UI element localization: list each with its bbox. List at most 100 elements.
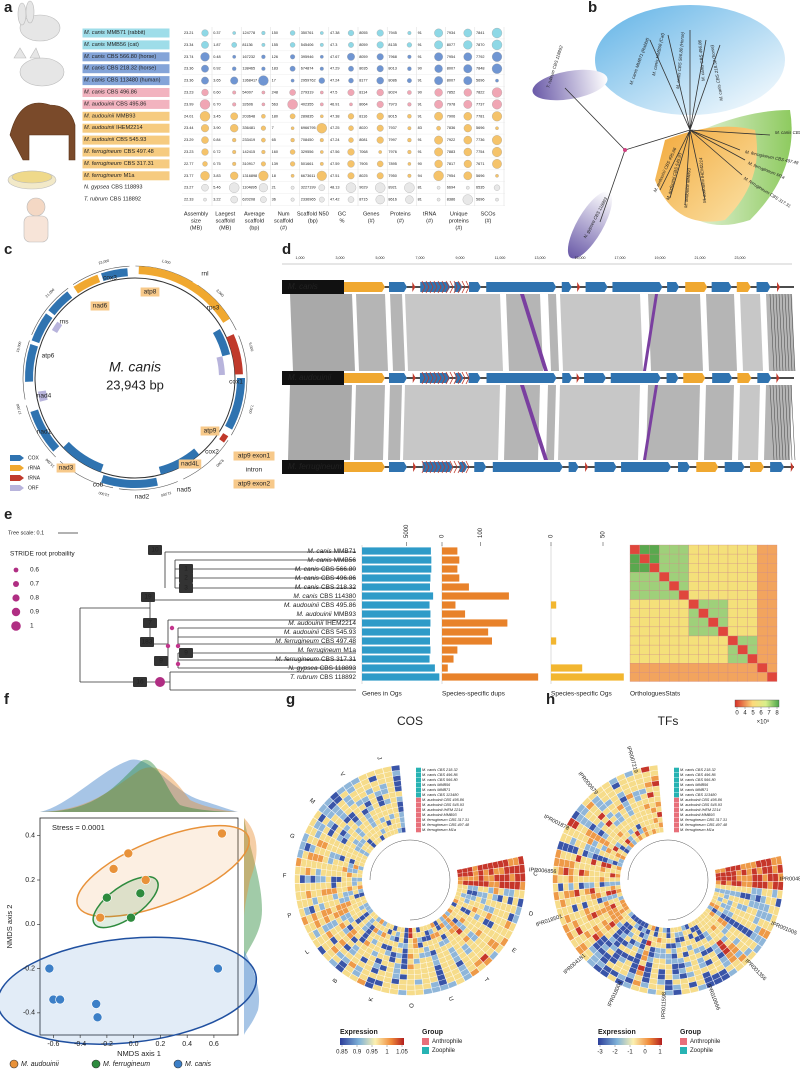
heat-cell: [682, 951, 689, 958]
gene-arrow: [683, 373, 706, 383]
heat-cell: [616, 803, 625, 812]
heat-cell: [433, 920, 439, 927]
cell-dot: [200, 52, 210, 62]
heat-cell: [640, 981, 649, 989]
heat-cell: [375, 922, 382, 930]
cell-dot: [463, 40, 473, 50]
heat-cell: [580, 826, 589, 835]
legend-label: rRNA: [28, 465, 41, 471]
heat-cell: [578, 869, 585, 876]
heat-cell: [503, 866, 510, 874]
heat-cell: [396, 947, 403, 954]
heat-cell: [559, 916, 567, 926]
point: [92, 1012, 103, 1023]
heat-cell: [467, 871, 474, 877]
heat-cell: [708, 544, 719, 555]
heat-cell: [726, 881, 732, 886]
cell-value: 7978: [447, 102, 455, 106]
heat-cell: [777, 881, 784, 891]
heat-cell: [678, 962, 686, 969]
cell-value: 47.42: [330, 198, 340, 202]
heat-cell: [634, 952, 642, 960]
heat-cell: [659, 617, 670, 628]
heat-cell: [459, 896, 466, 903]
heat-cell: [777, 864, 783, 873]
group-swatch: [416, 812, 421, 818]
node-label: 10: [151, 547, 159, 554]
gene-label: nad1: [37, 429, 52, 436]
heat-cell: [440, 945, 448, 952]
heat-cell: [372, 927, 379, 934]
heat-cell: [489, 950, 499, 960]
heat-cell: [464, 908, 471, 916]
heat-cell: [462, 935, 471, 943]
heat-cell: [396, 952, 403, 959]
cell-value: 7870: [476, 43, 484, 47]
heat-cell: [727, 590, 738, 600]
cell-value: 94: [418, 174, 422, 178]
heat-cell: [470, 926, 479, 934]
heat-cell: [558, 891, 565, 900]
heat-cell: [738, 897, 745, 905]
heat-cell: [362, 834, 370, 842]
heat-cell: [578, 909, 586, 918]
heat-cell: [370, 797, 378, 805]
cell-value: 5696: [476, 174, 484, 178]
heat-cell: [662, 927, 667, 933]
heat-cell: [708, 617, 719, 628]
heat-cell: [652, 936, 658, 943]
cell-dot: [436, 125, 441, 131]
heat-cell: [368, 954, 377, 962]
heat-cell: [412, 927, 417, 933]
heat-cell: [579, 942, 589, 952]
cell-value: 8386: [447, 198, 455, 202]
heat-cell: [688, 572, 699, 582]
heat-cell: [649, 930, 655, 937]
heat-cell: [563, 883, 569, 891]
heat-cell: [727, 663, 738, 673]
heat-cell: [379, 783, 388, 790]
heat-cell: [437, 974, 446, 981]
heat-cell: [563, 825, 571, 835]
heat-cell: [412, 932, 417, 938]
heat-cell: [346, 881, 352, 887]
heat-cell: [431, 938, 438, 945]
cell-value: 620208: [242, 198, 255, 202]
heat-cell: [382, 810, 389, 817]
x-tick-label: 0.0: [129, 1041, 139, 1048]
gene-label: nad4L: [181, 461, 199, 468]
heat-cell: [698, 933, 706, 940]
heat-cell: [334, 933, 342, 942]
bar: [442, 610, 466, 618]
heat-cell: [563, 890, 570, 899]
cell-dot: [492, 147, 502, 157]
heat-cell: [347, 916, 355, 924]
bar: [362, 655, 430, 663]
cell-dot: [230, 112, 239, 121]
sector-label: J: [375, 756, 382, 760]
node-dot: [155, 677, 165, 687]
cell-value: 90: [418, 162, 422, 166]
cell-dot: [347, 113, 355, 120]
heat-cell: [395, 817, 401, 824]
node-box: [133, 677, 147, 687]
heat-cell: [357, 960, 366, 969]
heat-cell: [625, 908, 632, 915]
heat-cell: [300, 875, 305, 883]
heat-cell: [659, 572, 670, 582]
heat-cell: [715, 880, 721, 885]
heat-cell: [639, 581, 650, 591]
heat-cell: [447, 934, 455, 942]
heat-cell: [775, 898, 782, 908]
heat-cell: [724, 889, 731, 895]
heat-cell: [495, 901, 502, 910]
cell-dot: [495, 174, 499, 178]
heat-cell: [378, 948, 386, 955]
cell-dot: [434, 100, 443, 109]
heat-cell: [633, 922, 640, 930]
heat-cell: [639, 986, 648, 994]
heat-cell: [692, 964, 700, 971]
heat-cell: [584, 810, 594, 820]
heat-cell: [552, 883, 559, 892]
gene-box: [200, 426, 220, 436]
